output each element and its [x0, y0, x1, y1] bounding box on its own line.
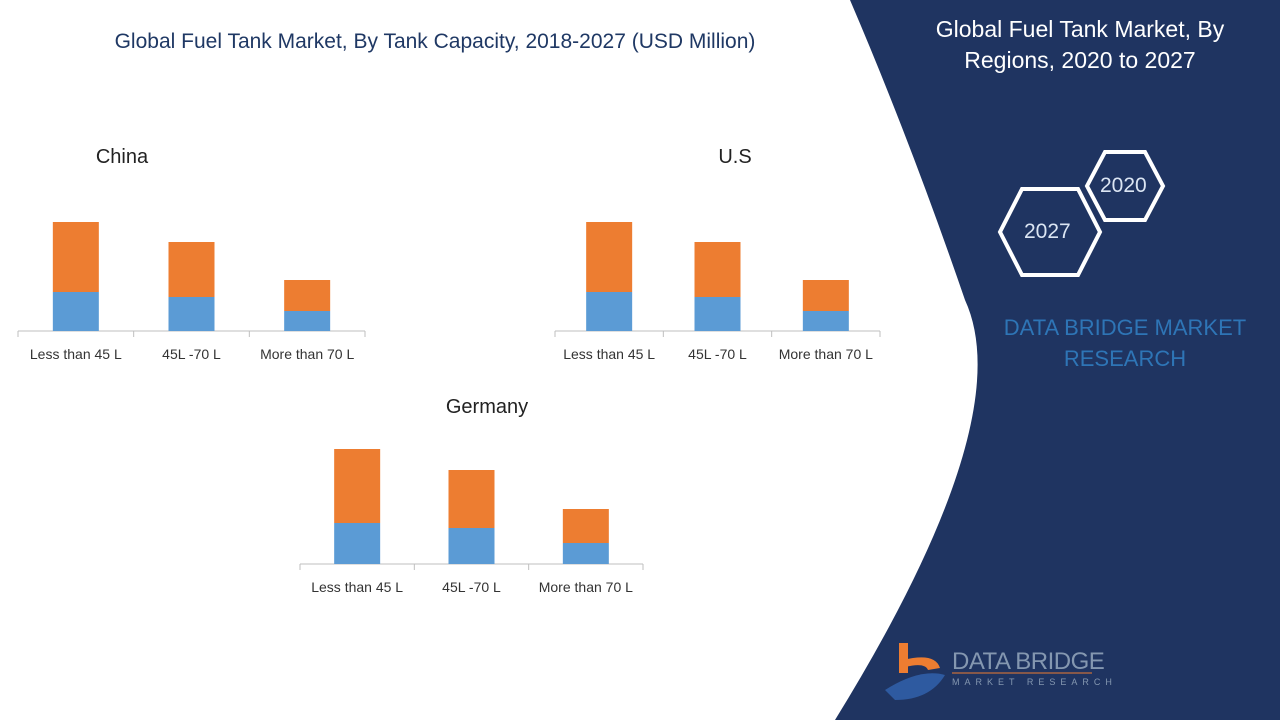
bar-segment-blue: [586, 292, 633, 331]
logo-subtitle: MARKET RESEARCH: [952, 677, 1117, 687]
side-panel: [835, 0, 1280, 720]
bar-segment-orange: [586, 222, 633, 292]
chart-title: China: [96, 146, 149, 168]
logo-name: DATA BRIDGE: [952, 648, 1105, 675]
bar-segment-orange: [168, 242, 215, 297]
bar-segment-blue: [448, 528, 495, 564]
x-tick-label: Less than 45 L: [563, 346, 655, 362]
bar-segment-blue: [168, 297, 215, 331]
x-tick-label: 45L -70 L: [688, 346, 747, 362]
x-tick-label: More than 70 L: [779, 346, 873, 362]
bar-segment-orange: [52, 222, 99, 292]
chart-title: Germany: [446, 396, 528, 418]
bar-segment-blue: [802, 311, 849, 331]
hex-label-2027: 2027: [1024, 220, 1071, 243]
bar-segment-blue: [562, 543, 609, 564]
x-tick-label: Less than 45 L: [30, 346, 122, 362]
bar-segment-orange: [562, 509, 609, 543]
page-title: Global Fuel Tank Market, By Tank Capacit…: [114, 30, 756, 53]
bar-segment-orange: [448, 470, 495, 528]
bar-segment-blue: [284, 311, 331, 331]
logo-icon: [885, 643, 945, 700]
hexagon-2027: [997, 187, 1103, 277]
chart-title: U.S: [718, 146, 751, 168]
x-tick-label: More than 70 L: [539, 579, 633, 595]
x-tick-label: Less than 45 L: [311, 579, 403, 595]
x-tick-label: 45L -70 L: [442, 579, 501, 595]
side-panel-title: Global Fuel Tank Market, By Regions, 202…: [935, 16, 1225, 73]
bar-segment-blue: [52, 292, 99, 331]
x-tick-label: More than 70 L: [260, 346, 354, 362]
bar-segment-orange: [334, 449, 381, 523]
bar-segment-orange: [694, 242, 741, 297]
bar-segment-blue: [334, 523, 381, 564]
x-tick-label: 45L -70 L: [162, 346, 221, 362]
bar-segment-orange: [284, 280, 331, 311]
bar-segment-orange: [802, 280, 849, 311]
hex-label-2020: 2020: [1100, 174, 1147, 197]
brand-text: DATA BRIDGE MARKET RESEARCH: [1003, 315, 1247, 371]
bar-segment-blue: [694, 297, 741, 331]
hexagon-2020: [1084, 150, 1166, 222]
